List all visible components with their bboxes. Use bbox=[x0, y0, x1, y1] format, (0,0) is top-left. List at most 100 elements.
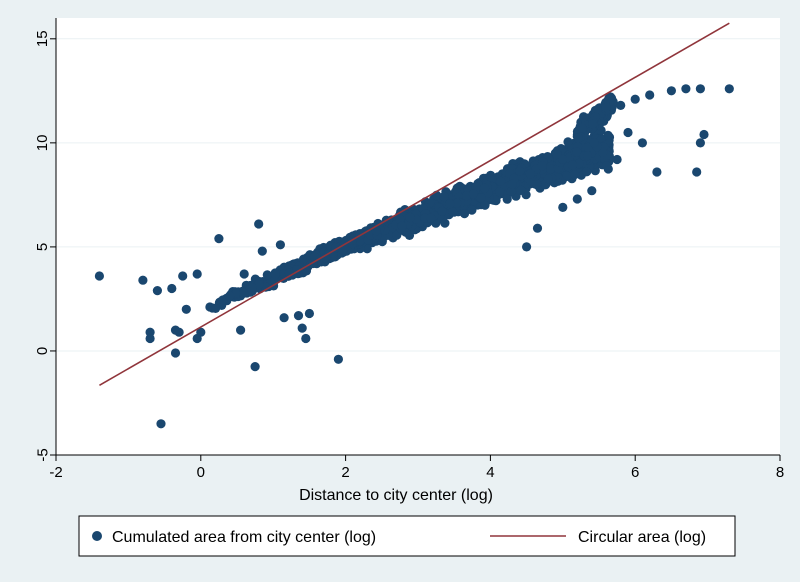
axes: -2 0 2 4 6 8 -5 0 5 10 15 bbox=[34, 18, 784, 481]
scatter-point bbox=[301, 333, 311, 344]
scatter-point bbox=[304, 308, 314, 319]
scatter-point bbox=[724, 84, 734, 94]
scatter-point bbox=[562, 170, 572, 181]
scatter-point bbox=[695, 84, 706, 94]
scatter-point bbox=[239, 288, 249, 298]
scatter-point bbox=[459, 209, 470, 219]
scatter-point bbox=[297, 323, 307, 333]
scatter-point bbox=[577, 123, 587, 133]
scatter-point bbox=[495, 187, 505, 197]
scatter-point bbox=[516, 185, 526, 195]
scatter-point bbox=[167, 283, 177, 294]
y-tick-label: -5 bbox=[34, 448, 51, 461]
scatter-point bbox=[426, 213, 436, 223]
scatter-point bbox=[587, 186, 597, 196]
legend-label-line: Circular area (log) bbox=[578, 529, 706, 546]
scatter-point bbox=[699, 129, 709, 140]
y-tick-label: 0 bbox=[34, 347, 51, 355]
scatter-point bbox=[579, 112, 589, 122]
scatter-point bbox=[588, 119, 598, 129]
scatter-point bbox=[445, 199, 455, 209]
scatter-point bbox=[681, 84, 691, 94]
scatter-point bbox=[362, 244, 372, 254]
scatter-point bbox=[292, 265, 302, 275]
scatter-point bbox=[218, 295, 228, 305]
scatter-point bbox=[279, 313, 289, 323]
scatter-point bbox=[145, 327, 155, 337]
scatter-point bbox=[181, 304, 191, 314]
scatter-points bbox=[94, 84, 734, 429]
scatter-point bbox=[479, 183, 490, 193]
scatter-point bbox=[546, 164, 556, 174]
scatter-point bbox=[405, 212, 415, 223]
scatter-point bbox=[452, 198, 462, 208]
scatter-point bbox=[239, 269, 249, 279]
scatter-point bbox=[138, 275, 148, 285]
legend-marker-scatter bbox=[92, 531, 102, 541]
scatter-point bbox=[225, 291, 235, 301]
scatter-point bbox=[695, 138, 706, 148]
scatter-point bbox=[192, 333, 202, 344]
scatter-point bbox=[525, 169, 536, 179]
scatter-point bbox=[507, 179, 517, 189]
scatter-point bbox=[567, 160, 578, 170]
scatter-point bbox=[652, 167, 662, 177]
scatter-point bbox=[552, 149, 562, 159]
scatter-point bbox=[448, 207, 458, 217]
scatter-point bbox=[645, 90, 655, 100]
x-tick-label: 8 bbox=[776, 464, 784, 481]
plot-area bbox=[56, 18, 780, 455]
circular-area-line-group bbox=[99, 22, 730, 386]
scatter-point bbox=[616, 100, 626, 110]
circular-area-line bbox=[99, 22, 730, 386]
scatter-point bbox=[623, 127, 633, 138]
scatter-point bbox=[471, 182, 481, 192]
scatter-point bbox=[558, 202, 568, 212]
y-tick-label: 10 bbox=[34, 135, 51, 152]
scatter-point bbox=[262, 270, 272, 280]
scatter-point bbox=[254, 219, 264, 229]
y-tick-label: 5 bbox=[34, 243, 51, 251]
scatter-point bbox=[572, 147, 582, 157]
legend: Cumulated area from city center (log) Ci… bbox=[78, 515, 736, 557]
scatter-point bbox=[476, 193, 486, 203]
scatter-point bbox=[537, 161, 547, 171]
scatter-point bbox=[404, 230, 415, 240]
legend-box bbox=[78, 515, 736, 557]
scatter-point bbox=[532, 223, 543, 233]
scatter-point bbox=[582, 167, 592, 177]
x-tick-label: 4 bbox=[486, 464, 494, 481]
scatter-point bbox=[94, 271, 104, 281]
scatter-point bbox=[589, 138, 599, 148]
scatter-point bbox=[178, 271, 188, 281]
scatter-point bbox=[397, 221, 407, 231]
scatter-point bbox=[156, 419, 166, 429]
scatter-point bbox=[582, 151, 593, 161]
scatter-point bbox=[480, 200, 490, 210]
scatter-point bbox=[601, 161, 612, 171]
scatter-point bbox=[152, 286, 162, 296]
scatter-point bbox=[214, 234, 224, 244]
scatter-point bbox=[666, 86, 677, 96]
scatter-point bbox=[192, 269, 202, 279]
x-tick-label: 2 bbox=[341, 464, 349, 481]
scatter-point bbox=[543, 174, 554, 184]
scatter-point bbox=[236, 325, 246, 335]
scatter-point bbox=[174, 327, 184, 337]
scatter-point bbox=[211, 303, 221, 313]
scatter-point bbox=[630, 94, 640, 104]
x-tick-label: -2 bbox=[49, 464, 62, 481]
x-tick-label: 6 bbox=[631, 464, 639, 481]
scatter-point bbox=[563, 137, 573, 147]
scatter-point bbox=[573, 133, 584, 143]
scatter-point bbox=[301, 266, 312, 276]
scatter-point bbox=[293, 311, 304, 321]
scatter-point bbox=[257, 246, 267, 256]
scatter-point bbox=[270, 269, 280, 279]
scatter-point bbox=[506, 186, 516, 196]
scatter-point bbox=[502, 194, 512, 204]
scatter-point bbox=[570, 170, 580, 180]
scatter-point bbox=[522, 242, 532, 252]
scatter-point bbox=[467, 205, 477, 215]
